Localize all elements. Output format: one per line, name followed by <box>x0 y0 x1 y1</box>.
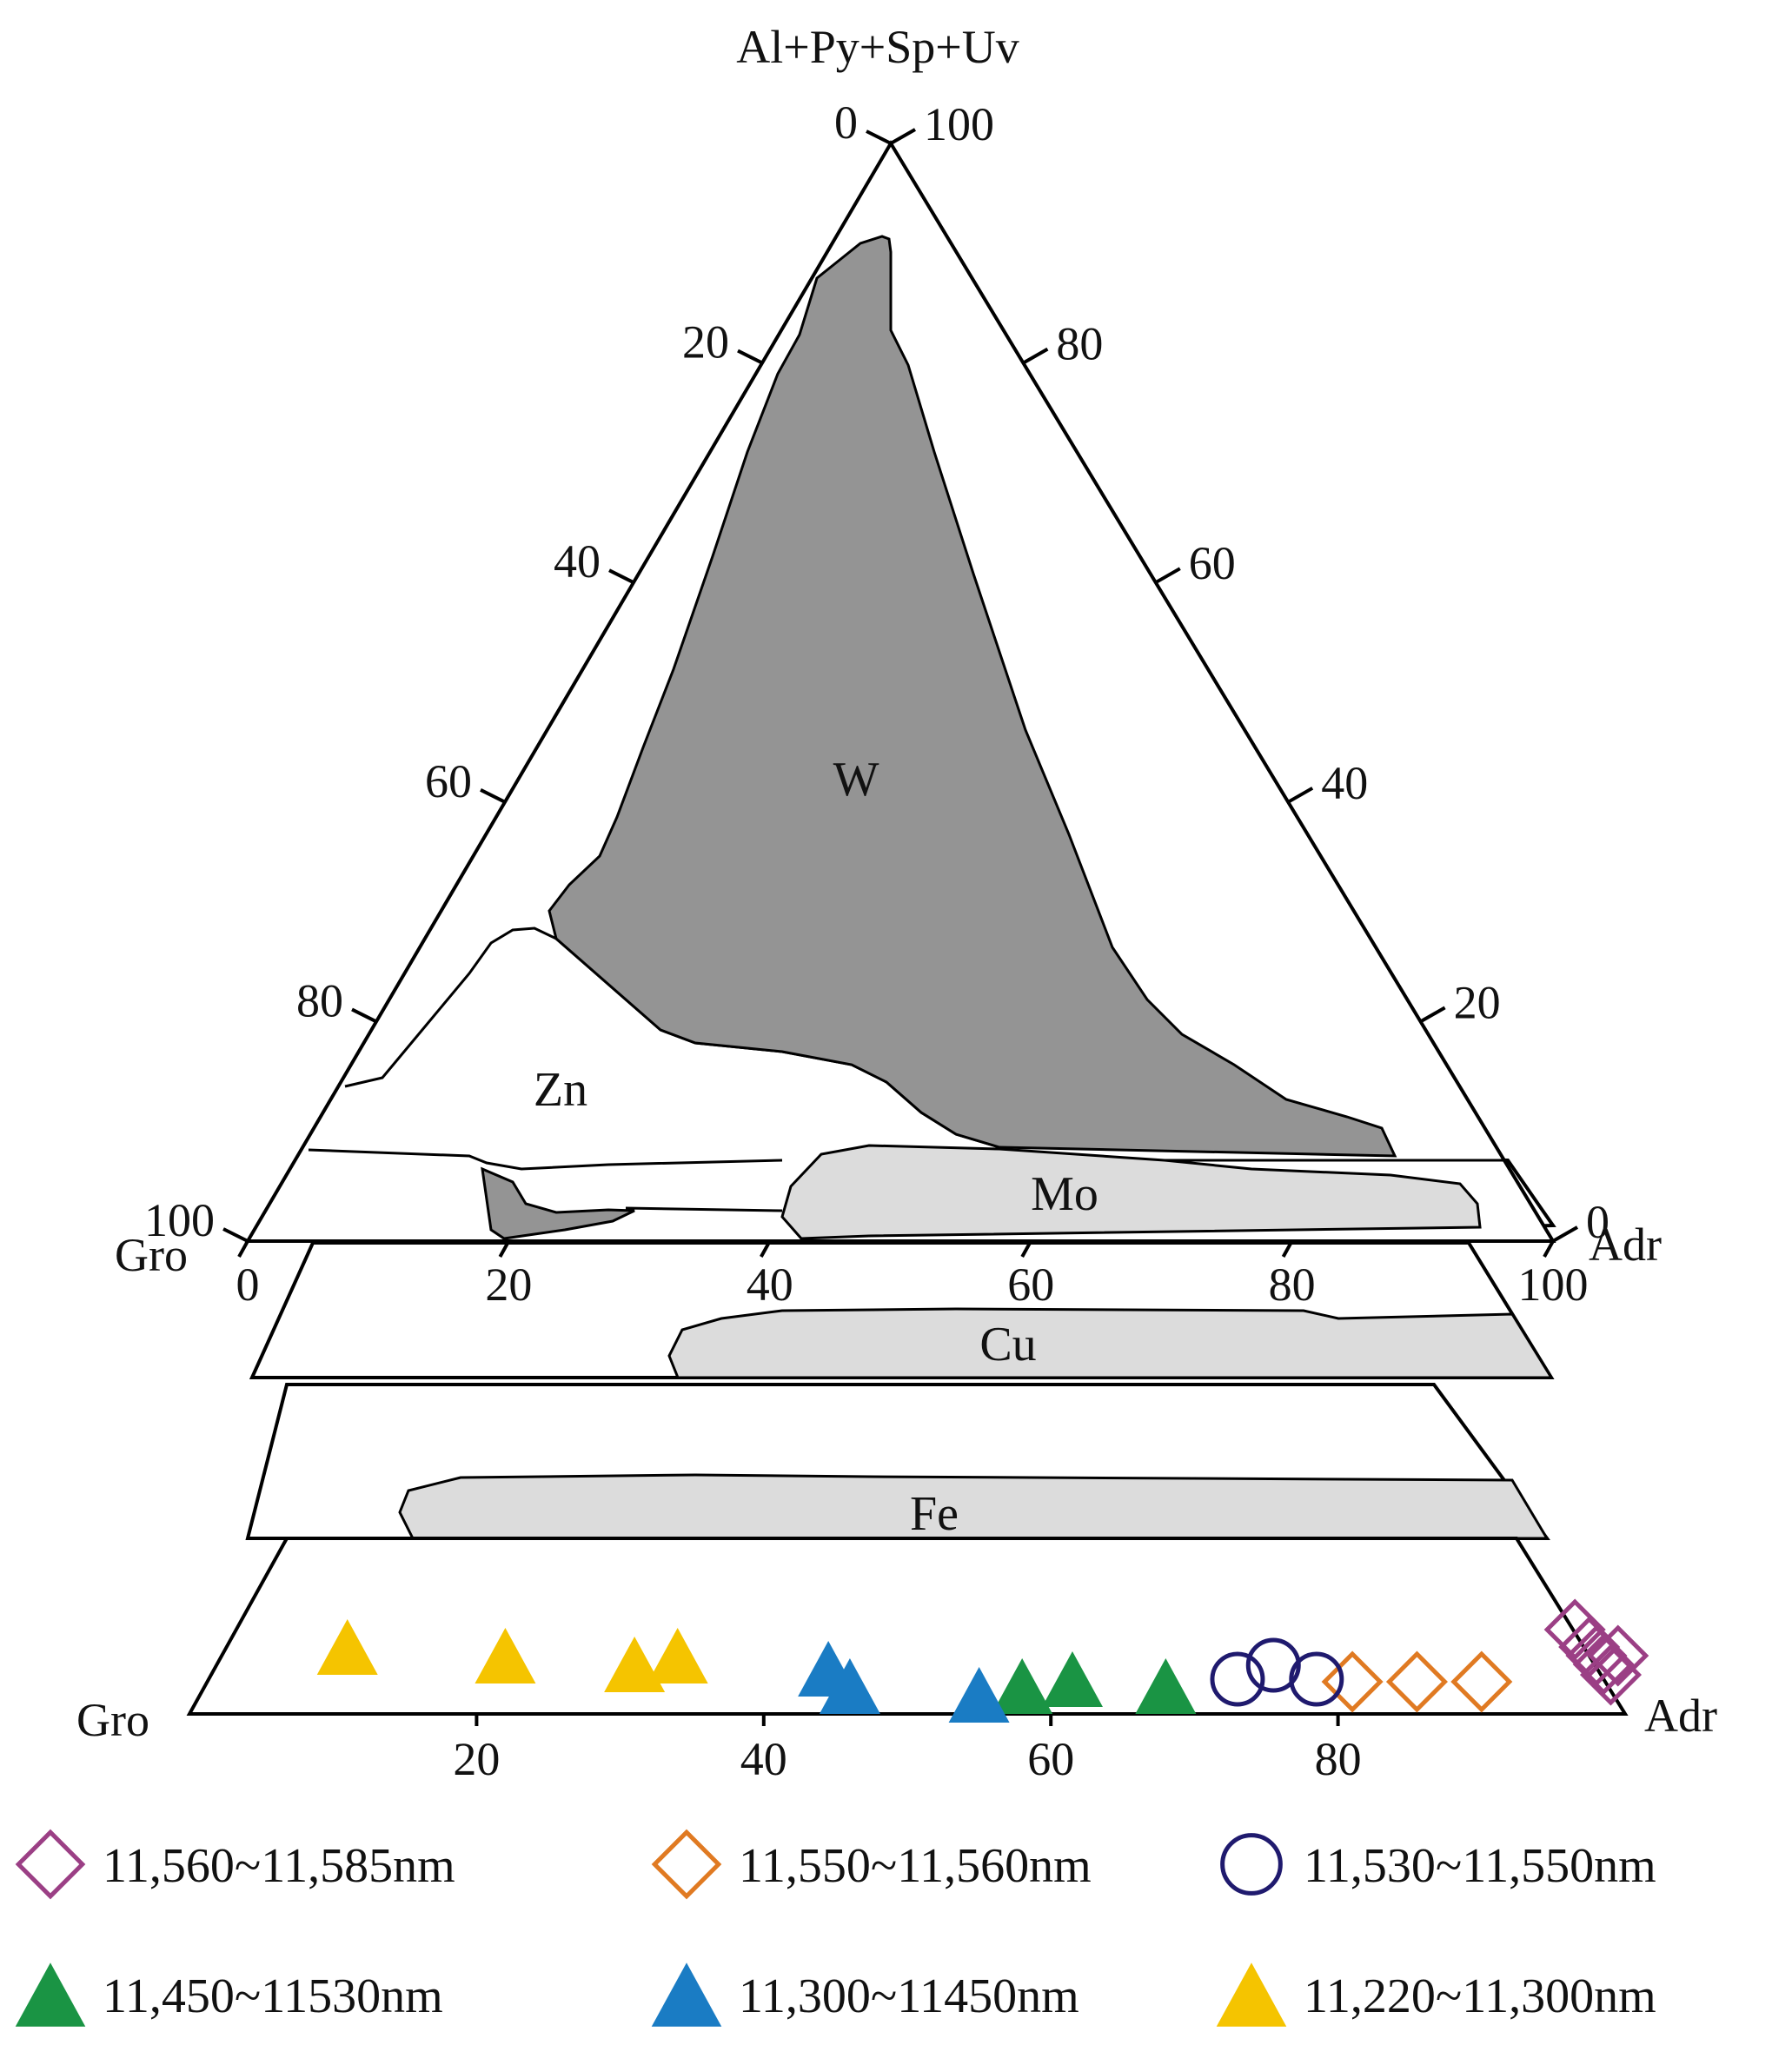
cu-field <box>667 1307 1554 1379</box>
base-tick <box>1543 1240 1555 1258</box>
w-field-lower-patch <box>481 1166 635 1240</box>
legend-marker-diamond <box>651 1829 722 1900</box>
left-edge-tick <box>351 1007 377 1024</box>
base-tick-label: 100 <box>1518 1258 1589 1311</box>
base-tick-label: 0 <box>236 1258 260 1311</box>
base-tick-label: 60 <box>1007 1258 1054 1311</box>
legend-marker-triangle <box>15 1962 86 2027</box>
legend-label: 11,450~11530nm <box>103 1969 443 2023</box>
legend-marker-triangle <box>651 1962 722 2027</box>
right-edge-tick-label: 60 <box>1189 537 1236 589</box>
data-point-triangle <box>1135 1658 1197 1714</box>
base-tick-label: 80 <box>1269 1258 1316 1311</box>
w-field <box>548 235 1397 1158</box>
data-point-triangle <box>992 1658 1053 1714</box>
strip-tick-label: 40 <box>740 1733 787 1785</box>
zn-label: Zn <box>534 1063 587 1117</box>
w-label: W <box>833 753 879 807</box>
right-edge-tick-label: 80 <box>1056 318 1103 370</box>
strip-tick-labels: 20 40 60 80 <box>453 1714 1362 1785</box>
apex-label: Al+Py+Sp+Uv <box>736 21 1019 73</box>
left-edge-tick-label: 40 <box>554 535 601 588</box>
right-edge-tick <box>1552 1225 1578 1243</box>
right-edge-tick <box>1287 787 1314 804</box>
data-point-triangle <box>316 1619 378 1675</box>
data-point-circle <box>1210 1651 1265 1707</box>
right-edge-tick-label: 100 <box>924 98 994 150</box>
mo-field-inner <box>780 1144 1482 1240</box>
data-point-diamond <box>1385 1650 1448 1713</box>
legend-label: 11,560~11,585nm <box>103 1839 455 1893</box>
mo-band-top-line <box>308 1148 783 1171</box>
base-tick <box>1020 1240 1032 1258</box>
right-edge-tick-label: 40 <box>1321 757 1368 809</box>
strip-right-label: Adr <box>1644 1690 1717 1742</box>
left-edge-tick <box>866 130 892 145</box>
data-point-triangle <box>475 1628 536 1684</box>
left-edge-tick <box>608 568 634 584</box>
data-point-triangle <box>604 1637 666 1692</box>
fe-label: Fe <box>910 1487 959 1541</box>
data-point-diamond <box>1587 1624 1649 1687</box>
data-point-circle <box>1245 1637 1301 1693</box>
right-edge-tick-label: 0 <box>1586 1196 1609 1248</box>
legend-marker-circle <box>1220 1833 1283 1896</box>
data-point-diamond <box>1579 1644 1643 1706</box>
base-tick <box>760 1240 772 1258</box>
left-edge-tick-label: 0 <box>834 96 858 149</box>
legend-marker-diamond <box>15 1829 86 1900</box>
left-edge-tick <box>480 788 506 804</box>
base-tick-label: 40 <box>747 1258 793 1311</box>
mo-label-inner: Mo <box>1031 1167 1098 1221</box>
strip-left-label: Gro <box>76 1694 149 1746</box>
left-edge-tick-label: 80 <box>296 974 343 1026</box>
right-edge-tick <box>1022 347 1049 365</box>
strip-tick-label: 20 <box>453 1733 500 1785</box>
data-point-triangle <box>647 1628 708 1684</box>
data-point-triangle <box>948 1667 1010 1723</box>
left-edge-tick <box>737 349 763 365</box>
legend-label: 11,530~11,550nm <box>1304 1839 1656 1893</box>
legend-label: 11,220~11,300nm <box>1304 1969 1656 2023</box>
left-edge-tick <box>222 1227 249 1243</box>
mo-band-mid-line <box>625 1206 783 1212</box>
data-point-diamond <box>1450 1650 1513 1713</box>
legend-label: 11,550~11,560nm <box>739 1839 1092 1893</box>
data-points <box>316 1598 1649 1723</box>
cu-label: Cu <box>979 1318 1036 1371</box>
data-strip <box>186 1537 1629 1716</box>
right-edge-tick-label: 20 <box>1454 976 1501 1028</box>
data-point-diamond <box>1572 1633 1635 1696</box>
gro-label: Gro <box>115 1229 188 1281</box>
data-point-circle <box>1289 1651 1344 1707</box>
data-point-diamond <box>1321 1650 1384 1713</box>
base-tick <box>498 1240 511 1258</box>
strip-tick-label: 80 <box>1315 1733 1362 1785</box>
strip-tick-label: 60 <box>1027 1733 1074 1785</box>
legend: 11,560~11,585nm 11,550~11,560nm 11,530~11,… <box>15 1829 1656 2027</box>
base-tick <box>237 1240 249 1258</box>
base-tick <box>1281 1240 1294 1258</box>
fe-field <box>398 1473 1550 1540</box>
data-point-triangle <box>1041 1651 1103 1707</box>
triangle-ticks: 0 20 40 60 80 100 100 80 60 40 20 0 0 20 40 60 80 100 <box>144 96 1609 1311</box>
legend-marker-triangle <box>1216 1962 1287 2027</box>
left-edge-tick-label: 60 <box>425 755 472 807</box>
base-tick-label: 20 <box>485 1258 532 1311</box>
left-edge-tick-label: 100 <box>144 1194 215 1246</box>
left-edge-tick-label: 20 <box>682 316 729 369</box>
right-edge-tick <box>1154 567 1181 584</box>
data-point-triangle <box>819 1658 880 1714</box>
right-edge-tick <box>890 128 916 145</box>
legend-label: 11,300~11450nm <box>739 1969 1079 2023</box>
right-edge-tick <box>1419 1006 1446 1024</box>
adr-label: Adr <box>1589 1219 1662 1271</box>
